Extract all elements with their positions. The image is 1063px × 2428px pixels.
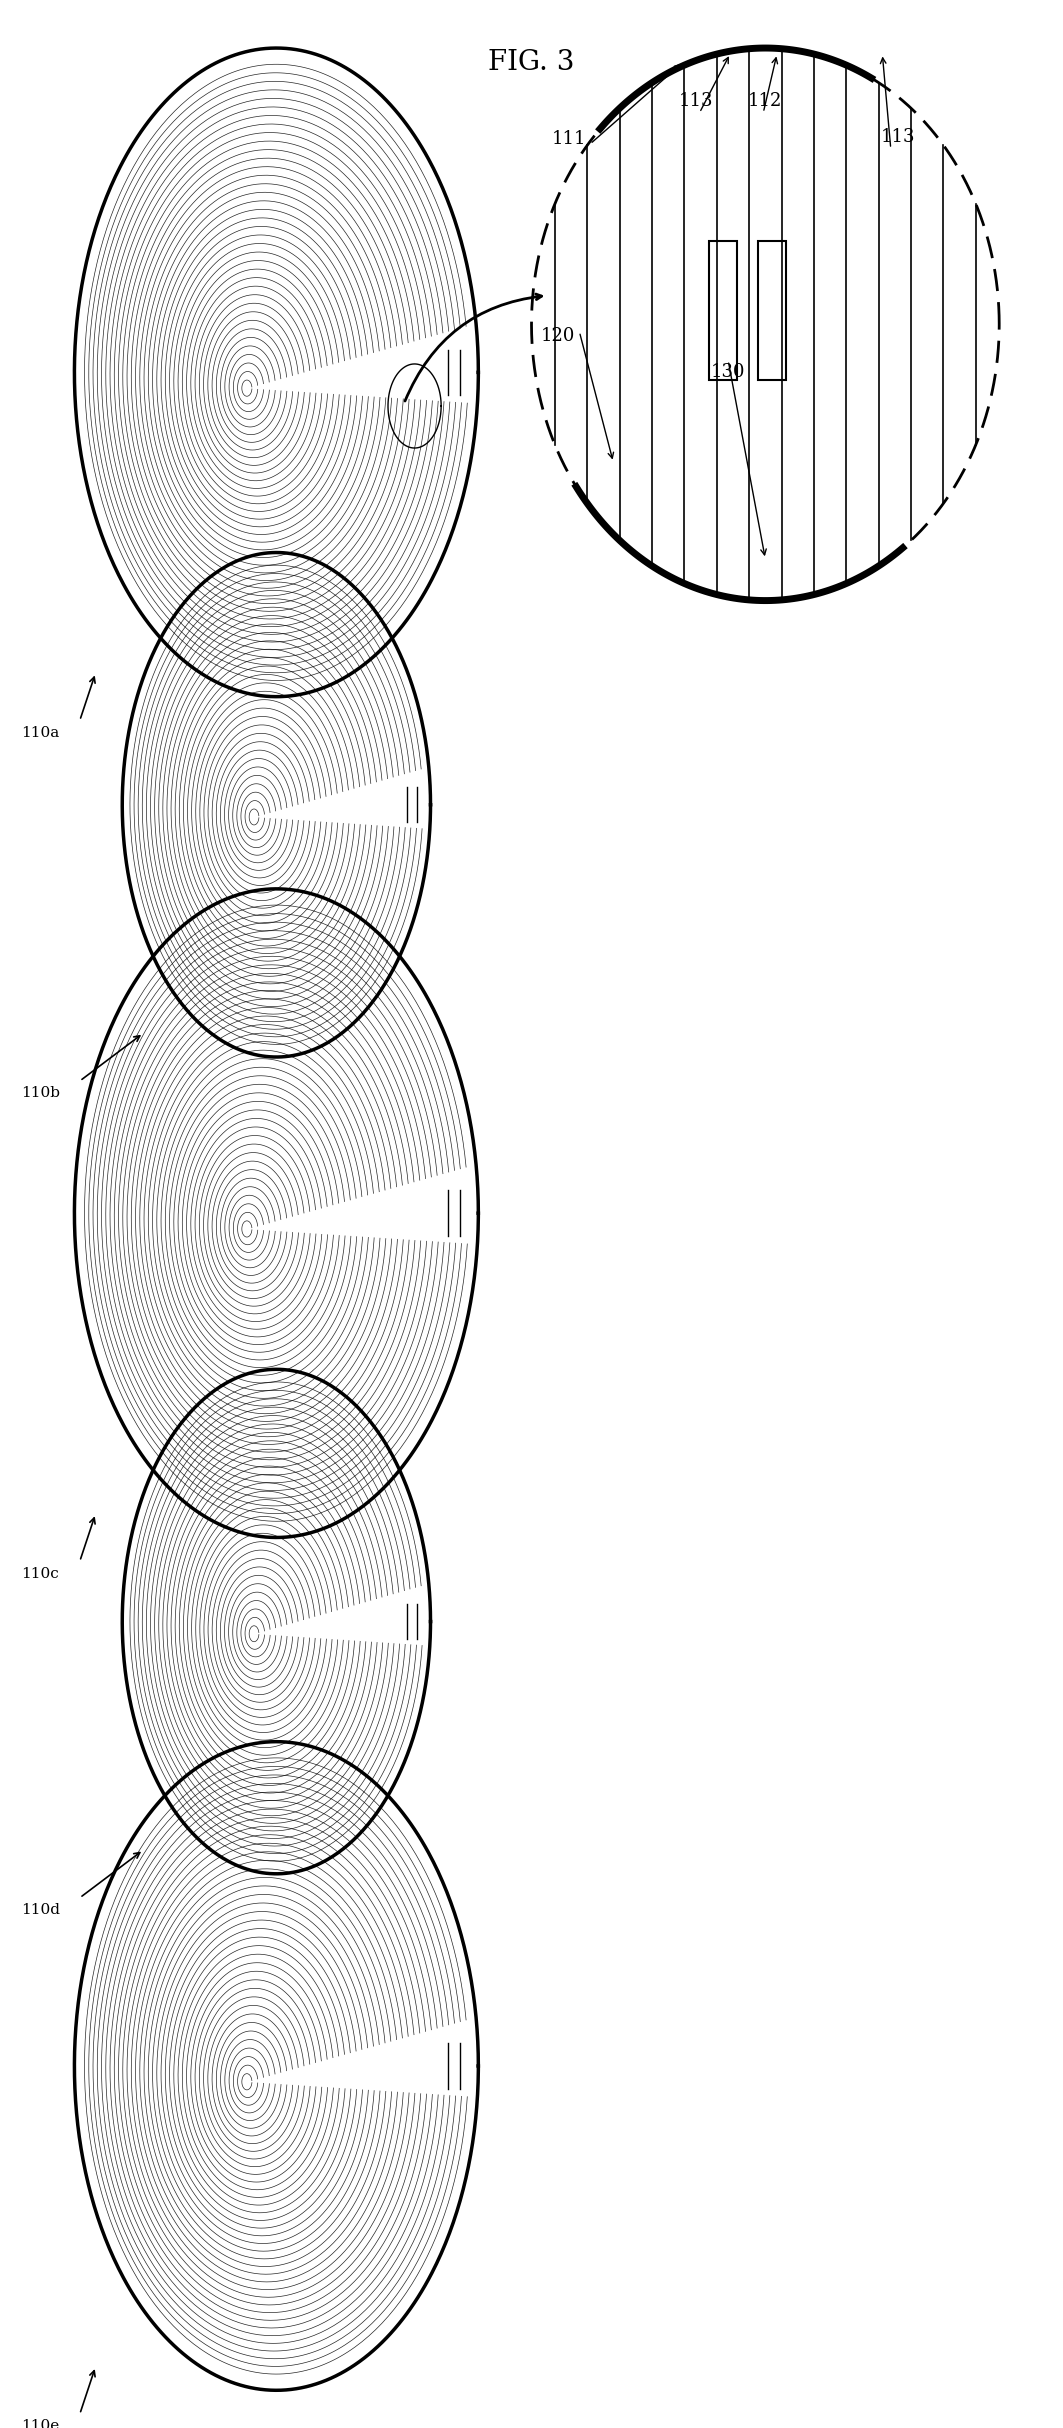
Text: 110b: 110b <box>21 1085 61 1100</box>
Text: 130: 130 <box>711 364 745 381</box>
Text: FIG. 3: FIG. 3 <box>488 49 575 75</box>
Bar <box>709 240 738 379</box>
Text: 111: 111 <box>552 131 586 148</box>
Text: 110e: 110e <box>21 2418 60 2428</box>
Bar <box>758 240 787 379</box>
Text: 110c: 110c <box>21 1566 60 1581</box>
Text: 110d: 110d <box>21 1904 61 1916</box>
Text: 112: 112 <box>748 92 782 109</box>
Text: 110a: 110a <box>21 726 60 741</box>
Text: 113: 113 <box>881 129 915 146</box>
Text: 120: 120 <box>541 328 575 345</box>
Text: 113: 113 <box>679 92 713 109</box>
